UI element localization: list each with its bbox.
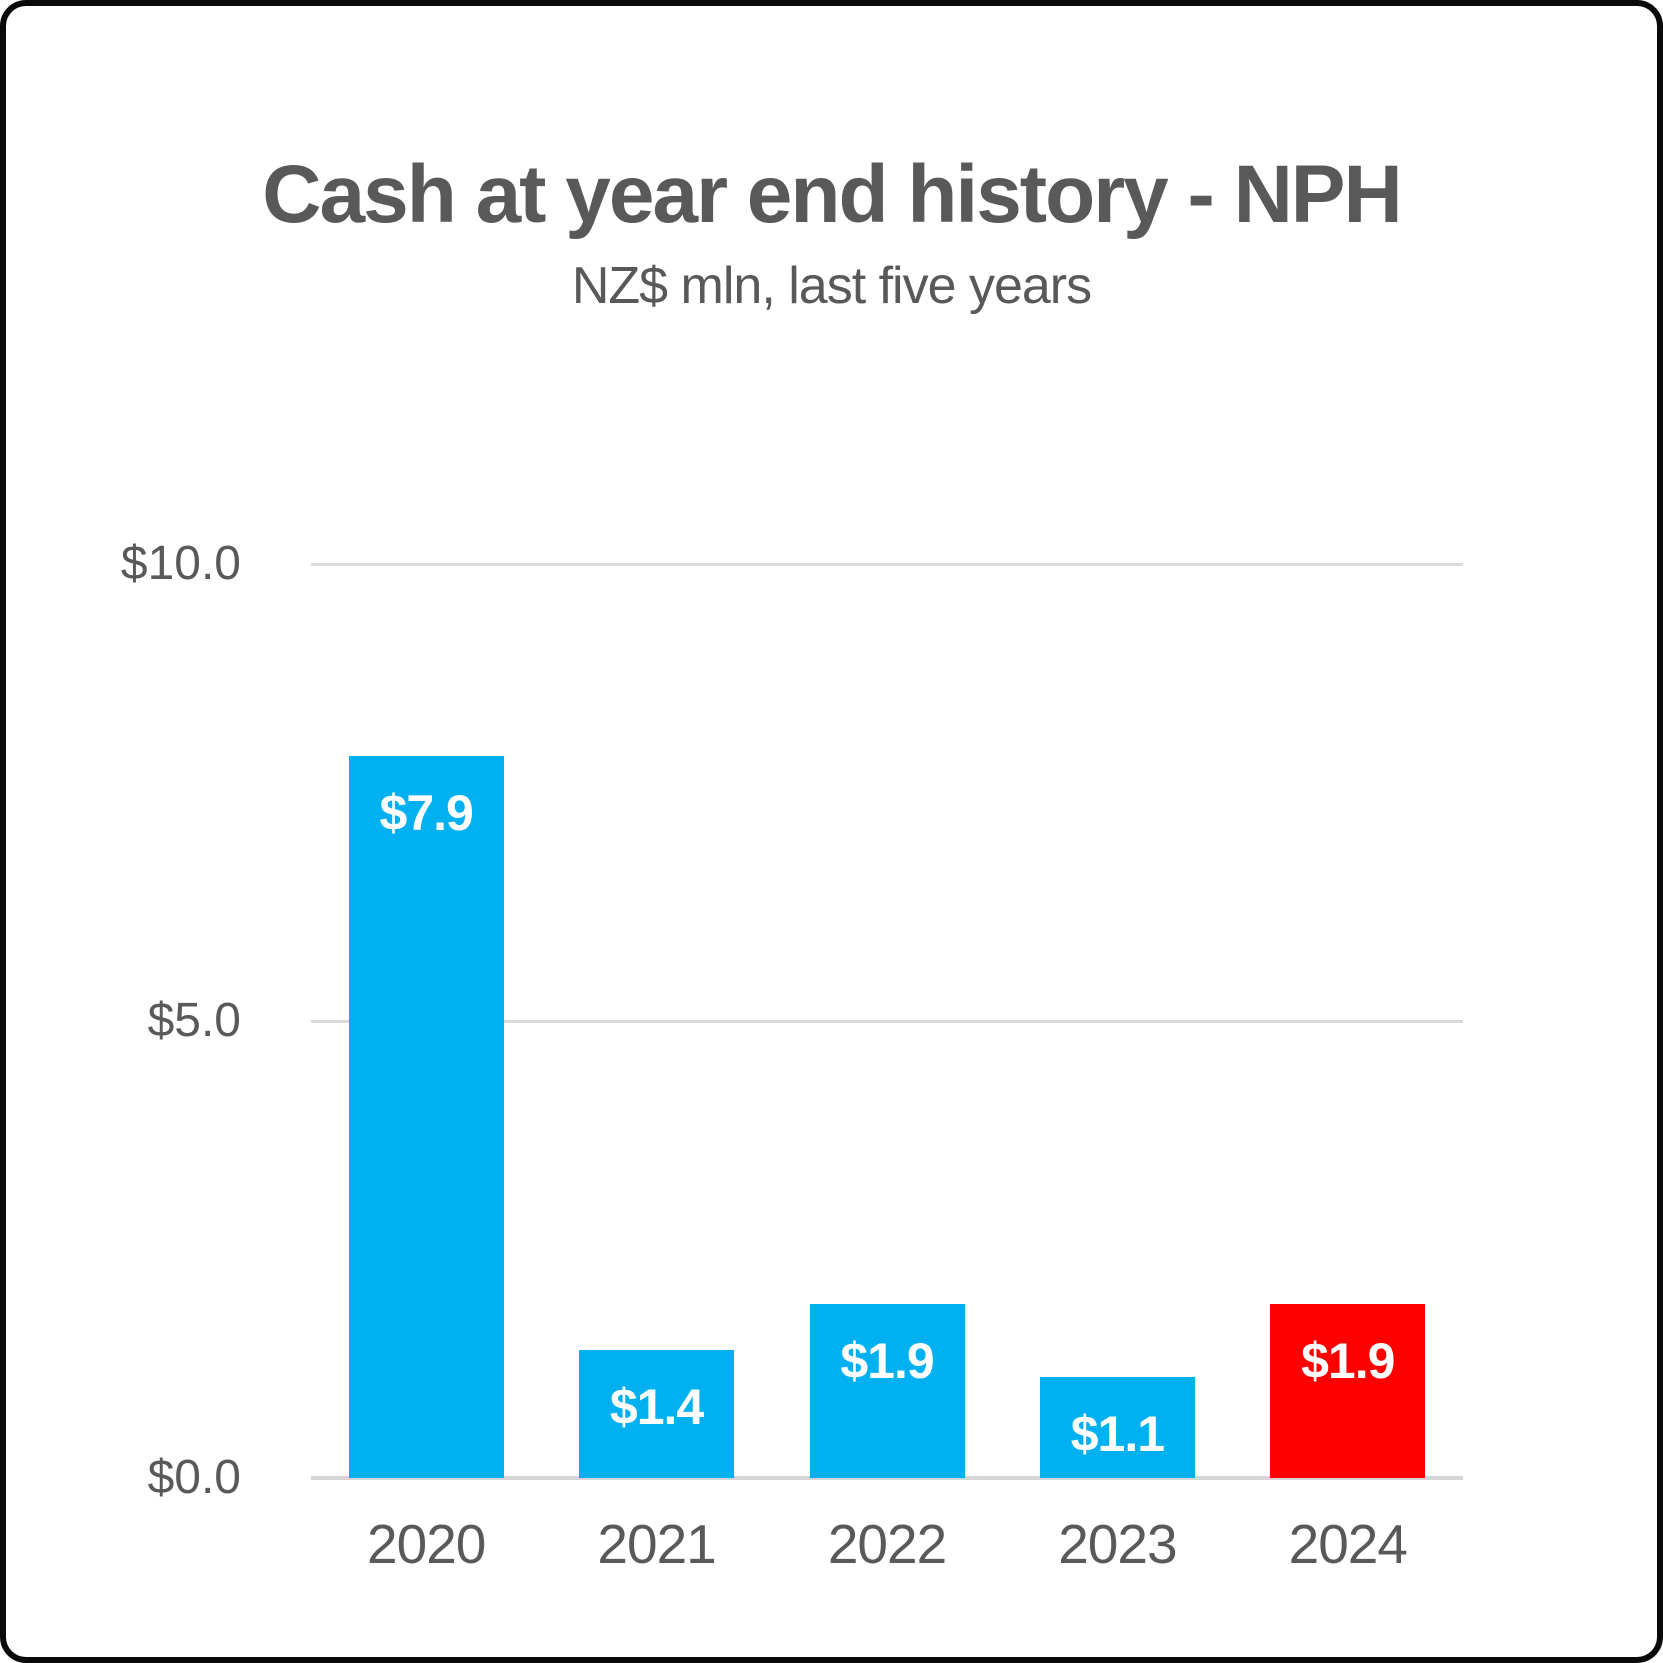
x-axis-line [311,1476,1463,1480]
chart-subtitle: NZ$ mln, last five years [571,257,1092,315]
plot-area: $7.9 $1.4 $1.9 $1.1 $1.9 [311,563,1463,1480]
x-tick-label: 2021 [597,1513,716,1575]
gridline [311,1020,1463,1023]
bar-value-label: $1.4 [609,1379,704,1436]
bar-2020: $7.9 [348,755,504,1478]
bar-2023: $1.1 [1039,1377,1195,1478]
bar-2024: $1.9 [1270,1304,1426,1478]
x-tick-label: 2022 [827,1513,947,1575]
bar-2022: $1.9 [809,1304,965,1478]
bar-value-label: $1.1 [1070,1406,1165,1463]
chart-title: Cash at year end history - NPH [262,149,1402,240]
x-tick-label: 2024 [1288,1513,1408,1575]
bar-2021: $1.4 [579,1350,735,1478]
y-tick-label: $5.0 [147,994,241,1047]
x-tick-label: 2020 [367,1513,486,1575]
y-tick-label: $0.0 [147,1451,241,1504]
bar-value-label: $1.9 [840,1333,934,1390]
y-tick-label: $10.0 [120,537,241,590]
x-tick-label: 2023 [1058,1513,1177,1575]
bar-value-label: $7.9 [379,784,474,841]
bar-value-label: $1.9 [1301,1333,1395,1390]
gridline [311,563,1463,566]
